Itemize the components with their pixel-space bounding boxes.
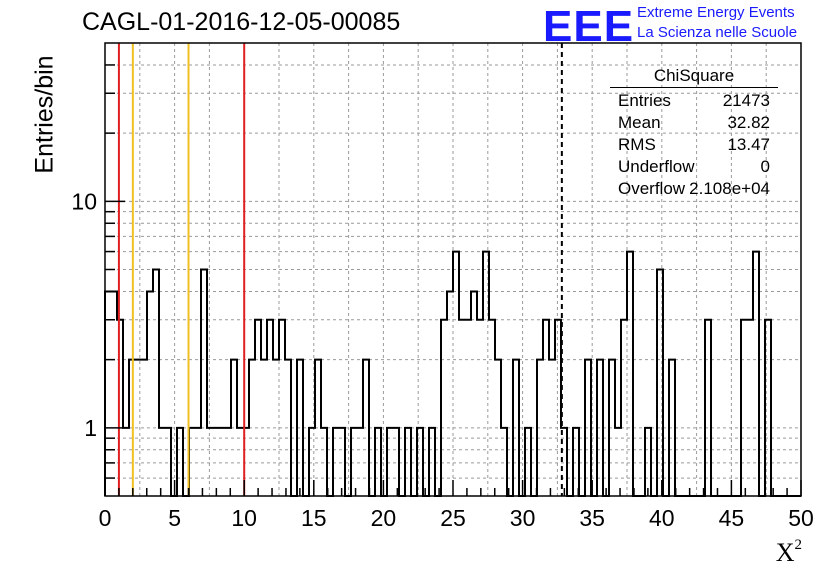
eee-logo: EEE	[543, 2, 635, 51]
x-tick-label: 20	[371, 505, 397, 531]
x-tick-label: 45	[719, 505, 745, 531]
stats-value: 21473	[722, 91, 770, 110]
x-tick-label: 0	[99, 505, 112, 531]
x-tick-label: 10	[231, 505, 257, 531]
stats-value: 2.108e+04	[689, 179, 770, 198]
x-tick-label: 25	[440, 505, 466, 531]
stats-label: Entries	[618, 91, 671, 110]
stats-row: RMS 13.47	[610, 134, 778, 156]
stats-label: Underflow	[618, 157, 695, 176]
x-axis-label: X2	[775, 537, 802, 567]
stats-label: RMS	[618, 135, 656, 154]
stats-row: Mean 32.82	[610, 112, 778, 134]
x-tick-label: 5	[168, 505, 181, 531]
x-tick-label: 30	[510, 505, 536, 531]
logo-line-1: Extreme Energy Events	[637, 4, 795, 21]
stats-value: 13.47	[727, 135, 770, 154]
y-tick-label: 1	[84, 415, 97, 441]
x-tick-label: 40	[649, 505, 675, 531]
x-tick-label: 35	[579, 505, 605, 531]
stats-row: Entries 21473	[610, 90, 778, 112]
histogram-outline	[104, 250, 801, 497]
y-tick-label: 10	[71, 188, 97, 214]
stats-value: 0	[760, 157, 770, 176]
stats-title: ChiSquare	[610, 66, 778, 88]
stats-row: Underflow 0	[610, 156, 778, 178]
x-tick-label: 50	[788, 505, 814, 531]
stats-box: ChiSquare Entries 21473 Mean 32.82 RMS 13.4…	[610, 66, 778, 200]
stats-label: Overflow	[618, 179, 686, 198]
logo-line-2: La Scienza nelle Scuole	[637, 24, 798, 41]
stats-row: Overflow 2.108e+04	[610, 178, 778, 200]
y-axis-label: Entries/bin	[30, 55, 59, 174]
run-title: CAGL-01-2016-12-05-00085	[82, 8, 401, 36]
stats-label: Mean	[618, 113, 661, 132]
stats-value: 32.82	[727, 113, 770, 132]
x-tick-label: 15	[301, 505, 327, 531]
